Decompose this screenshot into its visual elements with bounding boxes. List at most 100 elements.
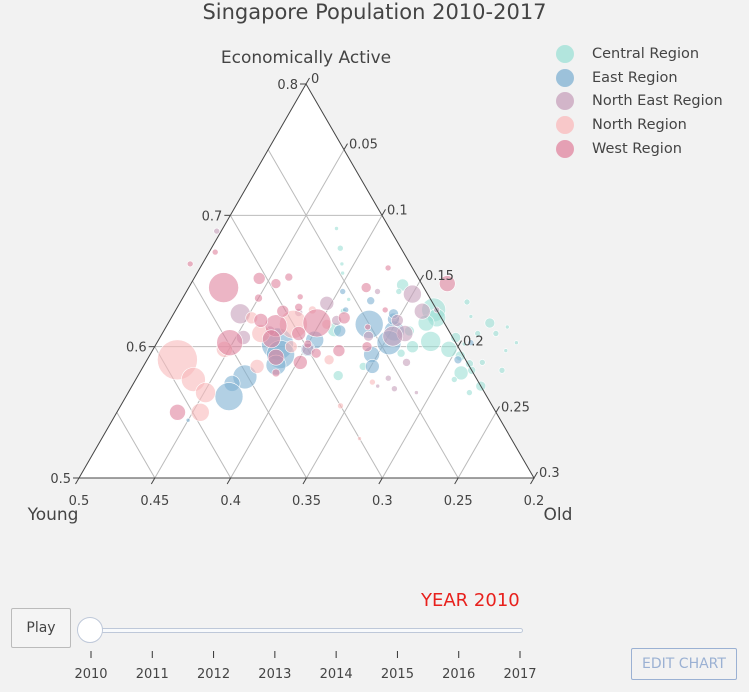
point-east-region-18[interactable]: [185, 417, 191, 423]
point-west-region-12[interactable]: [361, 341, 373, 353]
point-west-region-14[interactable]: [252, 272, 266, 285]
slider-tick-label-2012[interactable]: 2012: [197, 667, 230, 682]
year-slider-handle[interactable]: [77, 617, 103, 643]
point-west-region-10[interactable]: [332, 344, 346, 357]
point-central-region-16[interactable]: [474, 330, 482, 337]
point-west-region-25[interactable]: [211, 248, 219, 256]
point-north-east-region-14[interactable]: [384, 374, 392, 382]
legend-item-north-east-region[interactable]: North East Region: [556, 89, 723, 113]
point-west-region-15[interactable]: [270, 278, 282, 289]
point-north-east-region-5[interactable]: [319, 295, 335, 311]
point-central-region-37[interactable]: [504, 324, 510, 330]
legend-item-north-region[interactable]: North Region: [556, 113, 723, 137]
point-central-region-17[interactable]: [478, 359, 486, 366]
point-west-region-28[interactable]: [296, 293, 304, 301]
point-central-region-18[interactable]: [461, 341, 467, 347]
point-west-region-20[interactable]: [360, 282, 372, 293]
point-west-region-5[interactable]: [267, 348, 285, 366]
point-west-region-1[interactable]: [216, 329, 243, 357]
point-west-region-27[interactable]: [284, 272, 294, 282]
slider-tick-label-2011[interactable]: 2011: [136, 667, 169, 682]
point-west-region-0[interactable]: [208, 272, 239, 303]
point-west-region-24[interactable]: [271, 368, 281, 378]
point-east-region-12[interactable]: [333, 324, 347, 338]
point-north-region-6[interactable]: [249, 359, 265, 374]
point-east-region-13[interactable]: [364, 359, 380, 374]
point-central-region-34[interactable]: [468, 314, 474, 319]
slider-tick-label-2015[interactable]: 2015: [381, 667, 414, 682]
point-north-region-8[interactable]: [191, 402, 210, 422]
point-west-region-16[interactable]: [254, 293, 263, 303]
legend-item-east-region[interactable]: East Region: [556, 66, 723, 90]
point-central-region-32[interactable]: [492, 330, 500, 337]
point-east-region-15[interactable]: [467, 339, 475, 347]
point-central-region-25[interactable]: [339, 261, 345, 267]
point-west-region-29[interactable]: [384, 264, 392, 272]
point-west-region-3[interactable]: [302, 308, 332, 338]
point-central-region-1[interactable]: [395, 288, 403, 295]
point-central-region-12[interactable]: [463, 298, 471, 306]
point-west-region-18[interactable]: [303, 339, 313, 349]
point-north-region-12[interactable]: [323, 354, 335, 366]
point-north-east-region-9[interactable]: [402, 358, 411, 367]
point-central-region-13[interactable]: [453, 365, 469, 381]
point-central-region-36[interactable]: [514, 340, 519, 346]
slider-tick-label-2016[interactable]: 2016: [442, 667, 475, 682]
point-east-region-16[interactable]: [366, 296, 376, 306]
point-north-east-region-20[interactable]: [374, 288, 381, 295]
point-west-region-6[interactable]: [253, 313, 269, 328]
point-west-region-4[interactable]: [262, 329, 281, 349]
point-central-region-11[interactable]: [484, 317, 496, 329]
point-north-east-region-2[interactable]: [390, 314, 404, 327]
point-central-region-19[interactable]: [406, 340, 419, 354]
point-north-east-region-19[interactable]: [414, 390, 419, 395]
point-north-east-region-17[interactable]: [213, 227, 220, 235]
point-west-region-21[interactable]: [381, 306, 389, 314]
point-west-region-19[interactable]: [438, 275, 456, 292]
point-east-region-19[interactable]: [339, 288, 347, 295]
point-west-region-9[interactable]: [337, 311, 351, 325]
point-north-east-region-15[interactable]: [391, 385, 398, 393]
point-north-region-2[interactable]: [195, 382, 216, 403]
point-north-east-region-8[interactable]: [363, 330, 374, 342]
play-button[interactable]: Play: [11, 608, 71, 648]
point-central-region-14[interactable]: [450, 376, 458, 383]
slider-tick-label-2013[interactable]: 2013: [258, 667, 291, 682]
slider-tick-label-2014[interactable]: 2014: [320, 667, 353, 682]
point-east-region-9[interactable]: [214, 382, 244, 411]
year-slider-rail[interactable]: [86, 628, 523, 633]
point-central-region-24[interactable]: [336, 244, 344, 252]
point-central-region-29[interactable]: [346, 297, 352, 302]
point-central-region-22[interactable]: [466, 389, 473, 396]
point-central-region-23[interactable]: [334, 226, 339, 231]
point-west-region-7[interactable]: [291, 326, 307, 341]
point-north-east-region-0[interactable]: [403, 284, 422, 304]
point-north-region-14[interactable]: [369, 378, 376, 386]
point-west-region-8[interactable]: [276, 304, 290, 318]
point-west-region-13[interactable]: [169, 403, 186, 421]
point-central-region-26[interactable]: [340, 270, 345, 276]
point-west-region-11[interactable]: [292, 355, 308, 370]
point-north-region-15[interactable]: [357, 436, 362, 441]
point-north-region-7[interactable]: [284, 340, 298, 354]
slider-tick-label-2017[interactable]: 2017: [503, 667, 536, 682]
slider-tick-label-2010[interactable]: 2010: [74, 667, 107, 682]
point-north-region-13[interactable]: [337, 402, 344, 410]
point-central-region-35[interactable]: [503, 348, 509, 353]
point-west-region-17[interactable]: [294, 302, 304, 312]
point-east-region-14[interactable]: [453, 355, 463, 365]
point-west-region-23[interactable]: [310, 347, 322, 359]
point-west-region-26[interactable]: [186, 260, 194, 268]
legend-item-central-region[interactable]: Central Region: [556, 42, 723, 66]
legend-item-west-region[interactable]: West Region: [556, 137, 723, 161]
point-north-east-region-4[interactable]: [382, 325, 404, 347]
point-central-region-6[interactable]: [420, 331, 442, 352]
point-central-region-30[interactable]: [332, 370, 344, 381]
point-north-east-region-16[interactable]: [375, 383, 381, 389]
point-central-region-7[interactable]: [440, 340, 458, 358]
point-central-region-20[interactable]: [396, 348, 406, 358]
point-central-region-33[interactable]: [498, 366, 506, 374]
point-west-region-22[interactable]: [364, 323, 372, 331]
edit-chart-button[interactable]: EDIT CHART: [631, 648, 737, 680]
point-north-east-region-1[interactable]: [413, 302, 431, 320]
